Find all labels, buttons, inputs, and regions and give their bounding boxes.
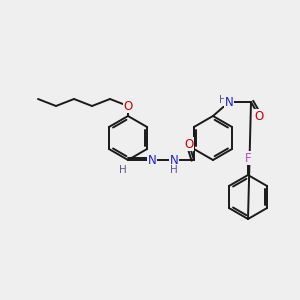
Text: O: O — [254, 110, 264, 122]
Text: F: F — [245, 152, 251, 164]
Text: H: H — [119, 165, 127, 175]
Text: H: H — [170, 165, 178, 175]
Text: N: N — [148, 154, 156, 166]
Text: N: N — [225, 95, 233, 109]
Text: O: O — [184, 137, 194, 151]
Text: N: N — [169, 154, 178, 166]
Text: O: O — [123, 100, 133, 112]
Text: H: H — [219, 95, 227, 105]
